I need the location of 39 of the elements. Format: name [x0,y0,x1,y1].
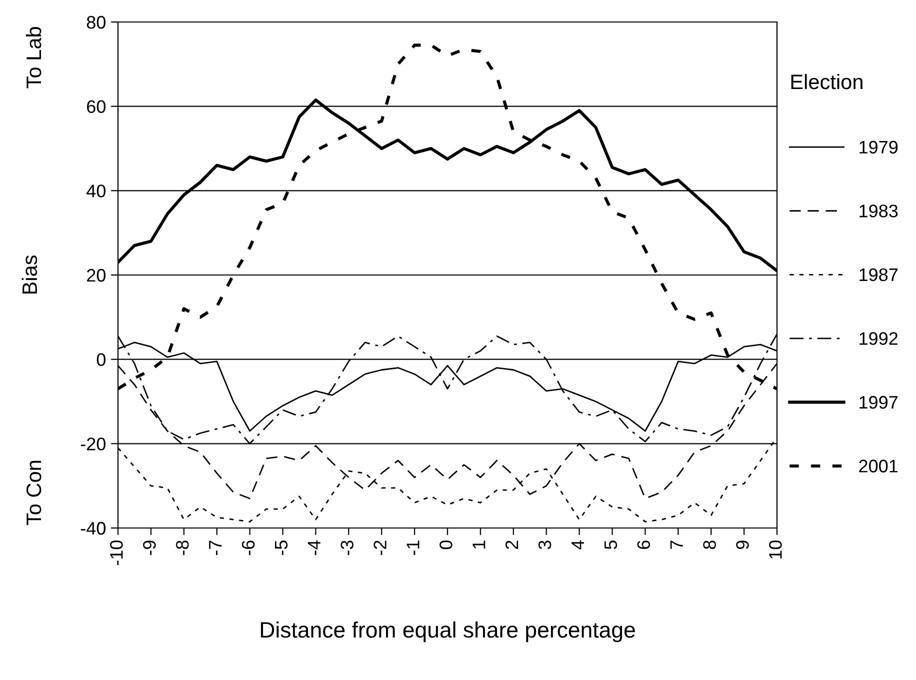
y-tick-label: 60 [87,100,106,114]
x-tick-label: 5 [604,540,618,550]
x-tick-label: -7 [209,540,222,556]
y-tick-label: 80 [86,16,106,29]
x-tick-label: 8 [703,540,716,550]
legend-label: 2001 [859,460,898,472]
y-tick-label: -20 [80,438,106,450]
x-tick-label: 6 [637,540,650,549]
x-tick-label: -1 [406,540,420,556]
legend-label: 1983 [860,204,898,218]
x-tick-label: -3 [340,540,354,556]
x-tick-label: 2 [505,540,518,549]
x-tick-label: 10 [769,540,782,559]
x-tick-label: 0 [440,540,452,550]
x-tick-label: -4 [308,540,320,556]
legend-label: 1992 [860,332,898,345]
legend-label: 1997 [860,396,898,409]
legend-label: 1987 [860,268,898,282]
y-tick-label: -40 [80,522,106,535]
x-tick-label: -5 [274,540,288,556]
legend-label: 1979 [860,140,898,154]
text: To Lab [26,27,42,88]
y-tick-label: 20 [87,268,106,282]
x-tick-label: -10 [110,540,123,566]
text: To Con [26,460,42,526]
y-axis-title: Bias [22,255,38,294]
x-tick-label: 4 [572,540,584,550]
legend-title: Election [791,74,862,90]
y-tick-label: 0 [96,353,106,366]
x-tick-label: 7 [670,540,683,549]
x-axis-title: Distance from equal share percentage [260,621,635,642]
x-tick-label: -6 [242,540,255,556]
x-tick-label: -2 [374,540,386,556]
x-tick-label: 3 [538,540,552,550]
y-tick-label: 40 [86,184,106,198]
x-tick-label: -9 [143,540,156,556]
x-tick-label: 1 [472,540,486,548]
x-tick-label: 9 [736,540,749,549]
x-tick-label: -8 [176,540,189,556]
